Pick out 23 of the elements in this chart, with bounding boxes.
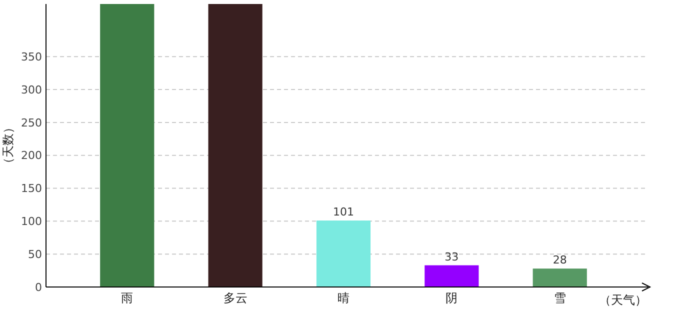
x-tick-label: 晴: [338, 291, 350, 305]
y-axis-title: （天数）: [1, 122, 15, 170]
y-tick-label: 150: [21, 182, 42, 196]
y-tick-label: 0: [35, 280, 42, 294]
data-label: 101: [333, 206, 354, 219]
y-tick-label: 200: [21, 149, 42, 162]
y-tick-label: 300: [21, 83, 42, 96]
data-label: 28: [552, 254, 567, 267]
x-tick-label: 多云: [223, 291, 248, 305]
x-tick-label: 阴: [446, 291, 458, 305]
x-tick-label: 雨: [121, 291, 134, 305]
y-tick-label: 350: [21, 50, 42, 64]
bar: [424, 265, 479, 287]
bar: [100, 4, 154, 287]
y-tick-label: 50: [28, 248, 42, 261]
x-tick-label: 雪: [554, 291, 566, 305]
x-axis-title: （天气）: [599, 293, 647, 307]
bar: [208, 4, 262, 287]
y-tick-label: 250: [21, 116, 42, 130]
bar: [316, 220, 371, 287]
data-label: 33: [444, 250, 459, 264]
y-tick-label: 100: [21, 215, 42, 228]
bar: [532, 268, 587, 287]
